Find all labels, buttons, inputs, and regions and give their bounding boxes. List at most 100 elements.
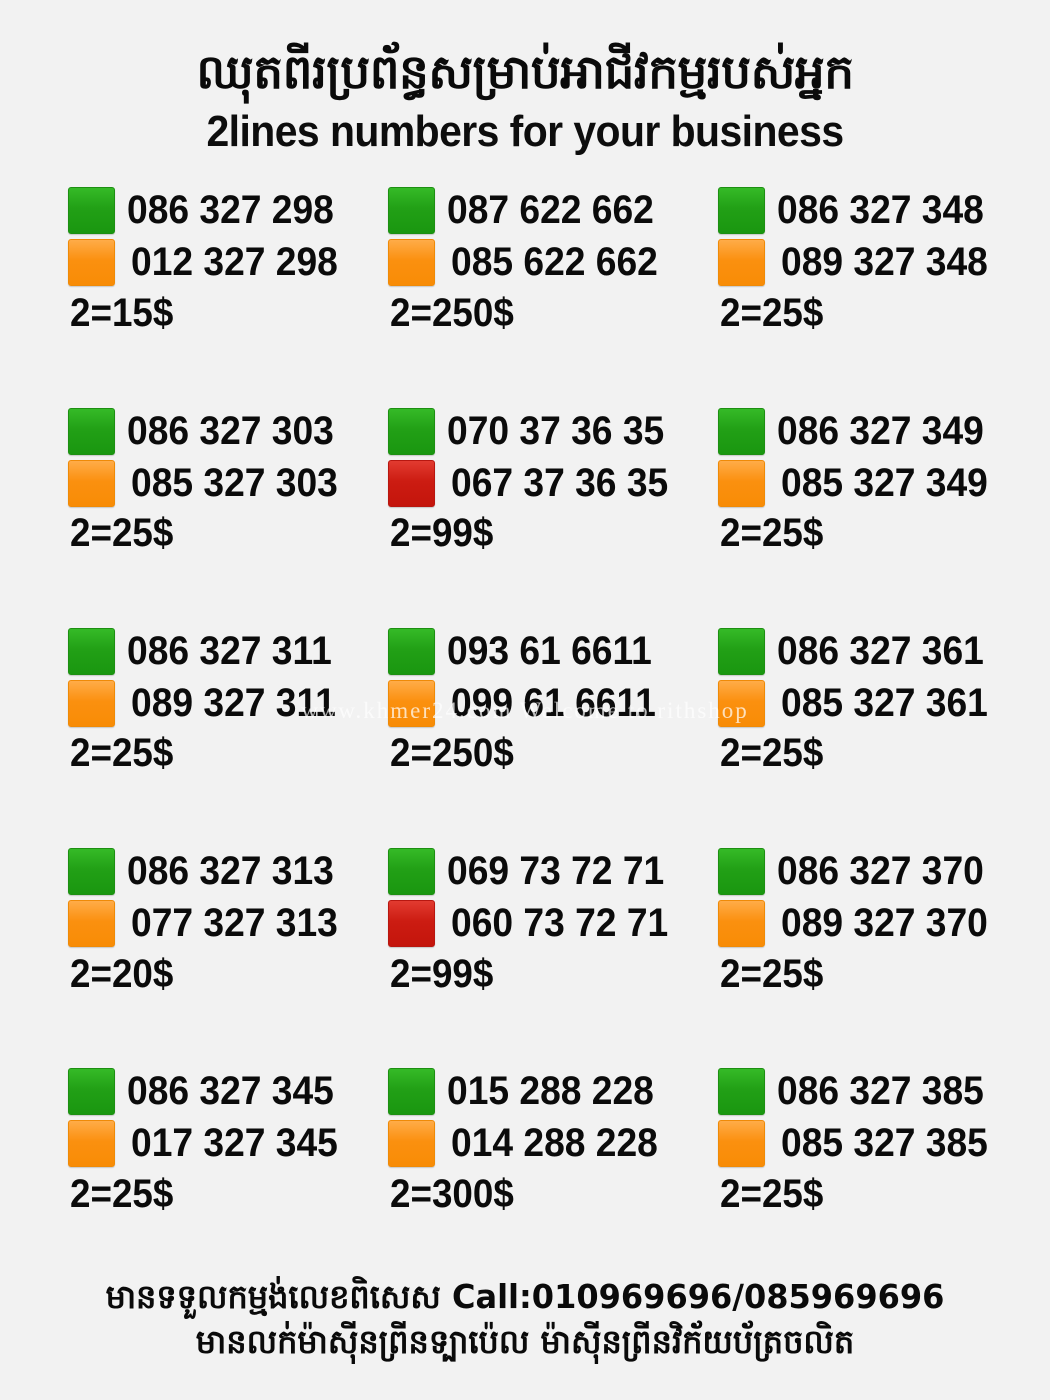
number-line: 012 327 298 [68,237,388,289]
phone-number: 069 73 72 71 [447,849,665,894]
phone-number: 086 327 298 [127,188,334,233]
number-cell: 086 327 349 085 327 349 2=25$ [718,395,1050,615]
phone-number: 086 327 385 [777,1069,984,1114]
number-grid: 086 327 298 012 327 298 2=15$ 087 622 662 08… [0,157,1050,1276]
orange-square-icon [68,900,115,948]
price-label: 2=25$ [720,511,824,556]
price-label: 2=20$ [70,951,174,996]
number-cell: 086 327 348 089 327 348 2=25$ [718,175,1050,395]
number-line: 085 622 662 [388,237,718,289]
phone-number: 086 327 345 [127,1069,334,1114]
price-label: 2=300$ [390,1171,514,1216]
phone-number: 067 37 36 35 [451,460,669,505]
number-line: 086 327 345 [68,1066,388,1118]
number-cell: 093 61 6611 099 61 6611 2=250$ [388,615,718,835]
number-line: 017 327 345 [68,1118,388,1170]
footer-call-line: មានទទួលកម្មង់លេខពិសេស Call:010969696/085… [105,1277,945,1317]
phone-number: 085 327 361 [781,680,988,725]
number-line: 070 37 36 35 [388,405,718,457]
price-label: 2=25$ [70,1171,174,1216]
green-square-icon [718,407,765,455]
number-line: 089 327 370 [718,898,1050,950]
number-line: 089 327 311 [68,677,388,729]
number-line: 086 327 385 [718,1066,1050,1118]
number-line: 069 73 72 71 [388,846,718,898]
number-cell: 015 288 228 014 288 228 2=300$ [388,1056,718,1276]
green-square-icon [718,1068,765,1116]
green-square-icon [388,407,435,455]
number-line: 085 327 349 [718,457,1050,509]
phone-number: 089 327 370 [781,901,988,946]
phone-number: 086 327 303 [127,408,334,453]
phone-number: 089 327 348 [781,240,988,285]
green-square-icon [68,627,115,675]
orange-square-icon [68,239,115,287]
orange-square-icon [718,900,765,948]
number-cell: 086 327 361 085 327 361 2=25$ [718,615,1050,835]
orange-square-icon [68,679,115,727]
phone-number: 014 288 228 [451,1121,658,1166]
phone-number: 077 327 313 [131,901,338,946]
number-line: 014 288 228 [388,1118,718,1170]
number-line: 099 61 6611 [388,677,718,729]
footer-services-line: មានលក់ម៉ាស៊ីនព្រីនទ្បាប៉េល ម៉ាស៊ីនព្រីនវ… [195,1322,855,1362]
number-line: 086 327 348 [718,185,1050,237]
number-cell: 086 327 313 077 327 313 2=20$ [68,836,388,1056]
price-label: 2=99$ [390,511,494,556]
number-line: 086 327 370 [718,846,1050,898]
orange-square-icon [388,1120,435,1168]
green-square-icon [388,627,435,675]
phone-number: 085 327 303 [131,460,338,505]
price-label: 2=25$ [720,290,824,335]
number-cell: 070 37 36 35 067 37 36 35 2=99$ [388,395,718,615]
phone-number: 085 622 662 [451,240,658,285]
number-line: 060 73 72 71 [388,898,718,950]
price-label: 2=99$ [390,951,494,996]
green-square-icon [718,848,765,896]
number-line: 086 327 311 [68,625,388,677]
phone-number: 086 327 370 [777,849,984,894]
green-square-icon [68,407,115,455]
price-label: 2=250$ [390,731,514,776]
phone-number: 012 327 298 [131,240,338,285]
number-line: 086 327 303 [68,405,388,457]
price-label: 2=25$ [70,731,174,776]
phone-number: 085 327 385 [781,1121,988,1166]
orange-square-icon [718,1120,765,1168]
number-line: 093 61 6611 [388,625,718,677]
phone-number: 086 327 361 [777,628,984,673]
number-line: 015 288 228 [388,1066,718,1118]
phone-number: 087 622 662 [447,188,654,233]
green-square-icon [388,187,435,235]
red-square-icon [388,459,435,507]
green-square-icon [718,187,765,235]
number-line: 089 327 348 [718,237,1050,289]
phone-number: 086 327 313 [127,849,334,894]
price-label: 2=25$ [720,731,824,776]
phone-number: 015 288 228 [447,1069,654,1114]
number-cell: 086 327 298 012 327 298 2=15$ [68,175,388,395]
green-square-icon [68,1068,115,1116]
green-square-icon [68,187,115,235]
green-square-icon [718,627,765,675]
number-line: 086 327 361 [718,625,1050,677]
number-cell: 086 327 311 089 327 311 2=25$ [68,615,388,835]
phone-number: 085 327 349 [781,460,988,505]
poster-title-english: 2lines numbers for your business [206,106,844,156]
green-square-icon [388,848,435,896]
phone-number: 099 61 6611 [451,680,656,725]
price-label: 2=25$ [720,951,824,996]
orange-square-icon [388,239,435,287]
green-square-icon [388,1068,435,1116]
red-square-icon [388,900,435,948]
price-label: 2=25$ [720,1171,824,1216]
number-line: 086 327 298 [68,185,388,237]
phone-number: 070 37 36 35 [447,408,665,453]
phone-number: 017 327 345 [131,1121,338,1166]
number-cell: 086 327 370 089 327 370 2=25$ [718,836,1050,1056]
phone-number: 093 61 6611 [447,628,652,673]
orange-square-icon [718,459,765,507]
orange-square-icon [718,679,765,727]
phone-number: 089 327 311 [131,680,336,725]
